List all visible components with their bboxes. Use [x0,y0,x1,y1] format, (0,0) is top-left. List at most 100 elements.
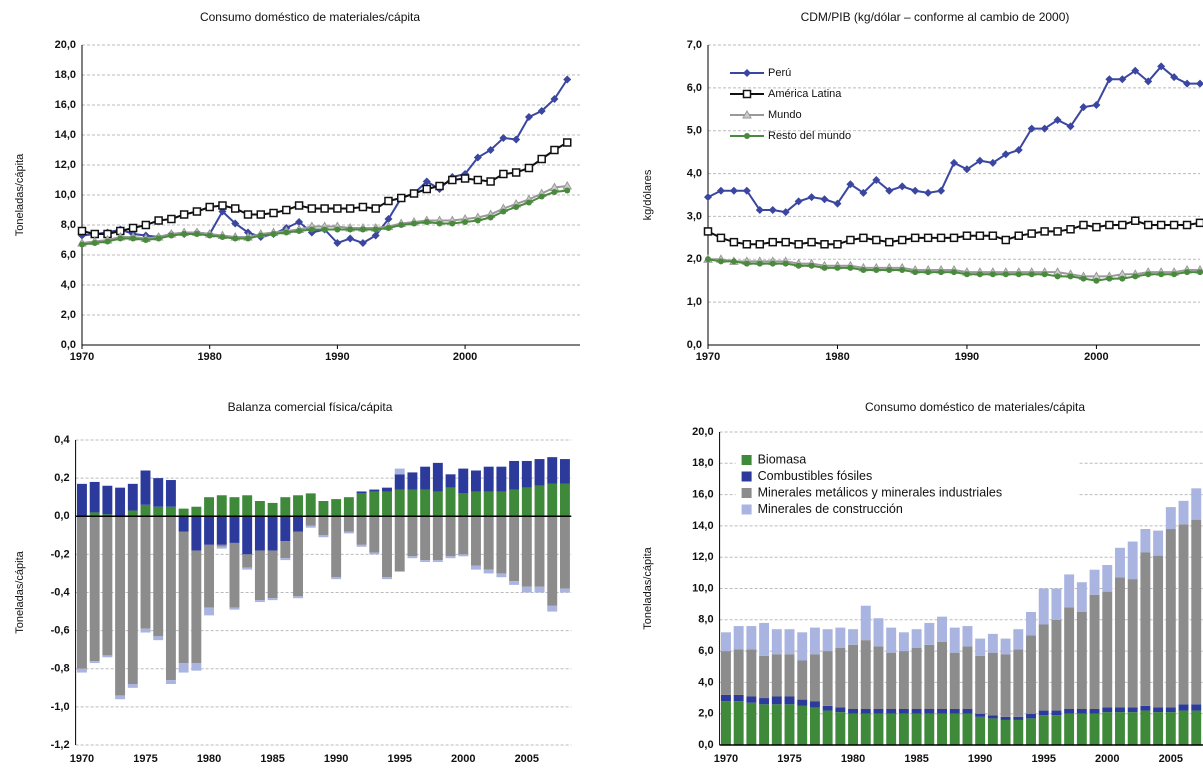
marker [730,258,737,265]
marker [308,226,315,233]
marker [924,188,933,197]
bar-segment [797,705,808,745]
legend-marker [742,89,752,99]
y-tick-label: 18,0 [55,69,76,81]
legend-label: Mundo [768,109,802,121]
bar-segment [1038,715,1049,745]
chart-title: Consumo doméstico de materiales/cápita [200,10,420,24]
bar-segment [1191,704,1202,711]
x-tick-label: 1980 [841,753,865,765]
marker [911,186,920,195]
bar-segment [733,649,744,695]
bar-segment [1051,588,1062,620]
bar-segment [178,663,189,673]
marker [524,163,534,173]
marker [951,269,957,276]
bar-segment [432,462,443,492]
marker [1067,273,1074,280]
marker [1105,75,1114,84]
chart: Consumo doméstico de materiales/cápita To… [642,400,1203,765]
y-tick-label: 4,0 [61,279,76,291]
marker [1040,124,1049,133]
bar-segment [1089,594,1100,710]
marker [1143,220,1153,230]
bar-segment [165,480,176,507]
legend-swatch [741,488,752,498]
bar-segment [76,516,87,669]
marker [820,195,829,204]
marker [975,231,985,240]
marker [257,232,264,239]
bar-segment [1013,719,1024,745]
bar-segment [809,701,820,708]
bar-segment [873,713,884,745]
bar-segment [1115,712,1125,745]
bar-segment [1076,611,1087,710]
bar-segment [1115,577,1125,708]
marker [141,220,151,230]
bar-segment [293,516,303,532]
bar-segment [445,556,456,559]
y-axis-label: Toneladas/cápita [14,153,26,236]
marker [768,237,777,247]
marker [269,208,278,218]
marker [499,134,508,142]
bar-segment [987,718,998,745]
marker [1053,116,1062,124]
marker [422,184,432,194]
bar-segment [115,516,126,696]
y-tick-label: 16,0 [55,99,76,111]
bar-segment [343,497,354,517]
marker [500,208,507,215]
bar-segment [1102,591,1113,708]
bar-segment [771,654,782,697]
marker [1184,269,1191,276]
bar-segment [797,699,808,706]
marker [435,181,444,191]
bar-segment [191,550,202,664]
bar-segment [987,715,998,719]
bar-segment [318,535,329,538]
marker [782,260,789,267]
bar-segment [293,495,303,517]
marker [1118,75,1127,84]
bar-segment [547,483,558,517]
bar-segment [420,466,431,490]
marker [179,210,189,219]
marker [897,235,907,245]
bar-segment [987,652,998,716]
bar-segment [771,629,782,655]
marker [873,267,880,273]
bar-segment [559,483,570,517]
bar-segment [720,694,731,702]
x-tick-label: 1975 [133,753,157,765]
bar-segment [1178,524,1189,705]
marker [729,186,738,195]
bar-segment [1051,619,1062,711]
bar-segment [1153,712,1164,745]
bar-segment [229,516,240,543]
bar-segment [242,567,253,570]
marker [409,189,419,198]
marker [834,264,841,271]
y-tick-label: -0,8 [51,663,70,675]
x-tick-label: 1970 [70,351,94,363]
y-tick-label: 2,0 [61,309,76,321]
bar-segment [165,516,176,681]
marker [206,232,213,239]
bar-segment [318,516,329,536]
bar-segment [848,629,859,645]
bar-segment [1127,707,1138,713]
legend: Biomasa Combustibles fósiles Minerales met… [735,450,1078,520]
marker [232,235,239,242]
bar-segment [509,516,520,582]
bar-segment [521,586,532,593]
bar-segment [153,516,164,637]
bar-segment [720,632,731,652]
marker [334,226,341,233]
marker [449,220,456,227]
bar-segment [835,647,846,708]
bar-segment [331,499,342,517]
bar-segment [191,663,202,671]
chart: CDM/PIB (kg/dólar – conforme al cambio d… [642,10,1203,363]
